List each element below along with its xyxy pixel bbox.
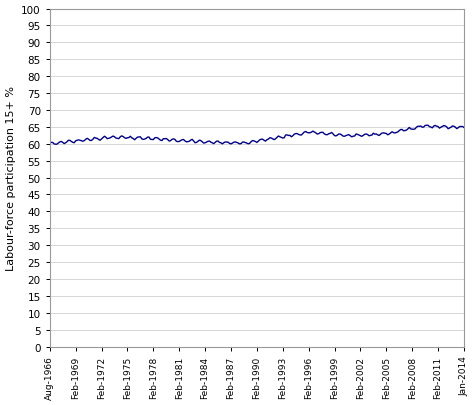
Y-axis label: Labour-force participation 15+ %: Labour-force participation 15+ % (6, 86, 16, 271)
